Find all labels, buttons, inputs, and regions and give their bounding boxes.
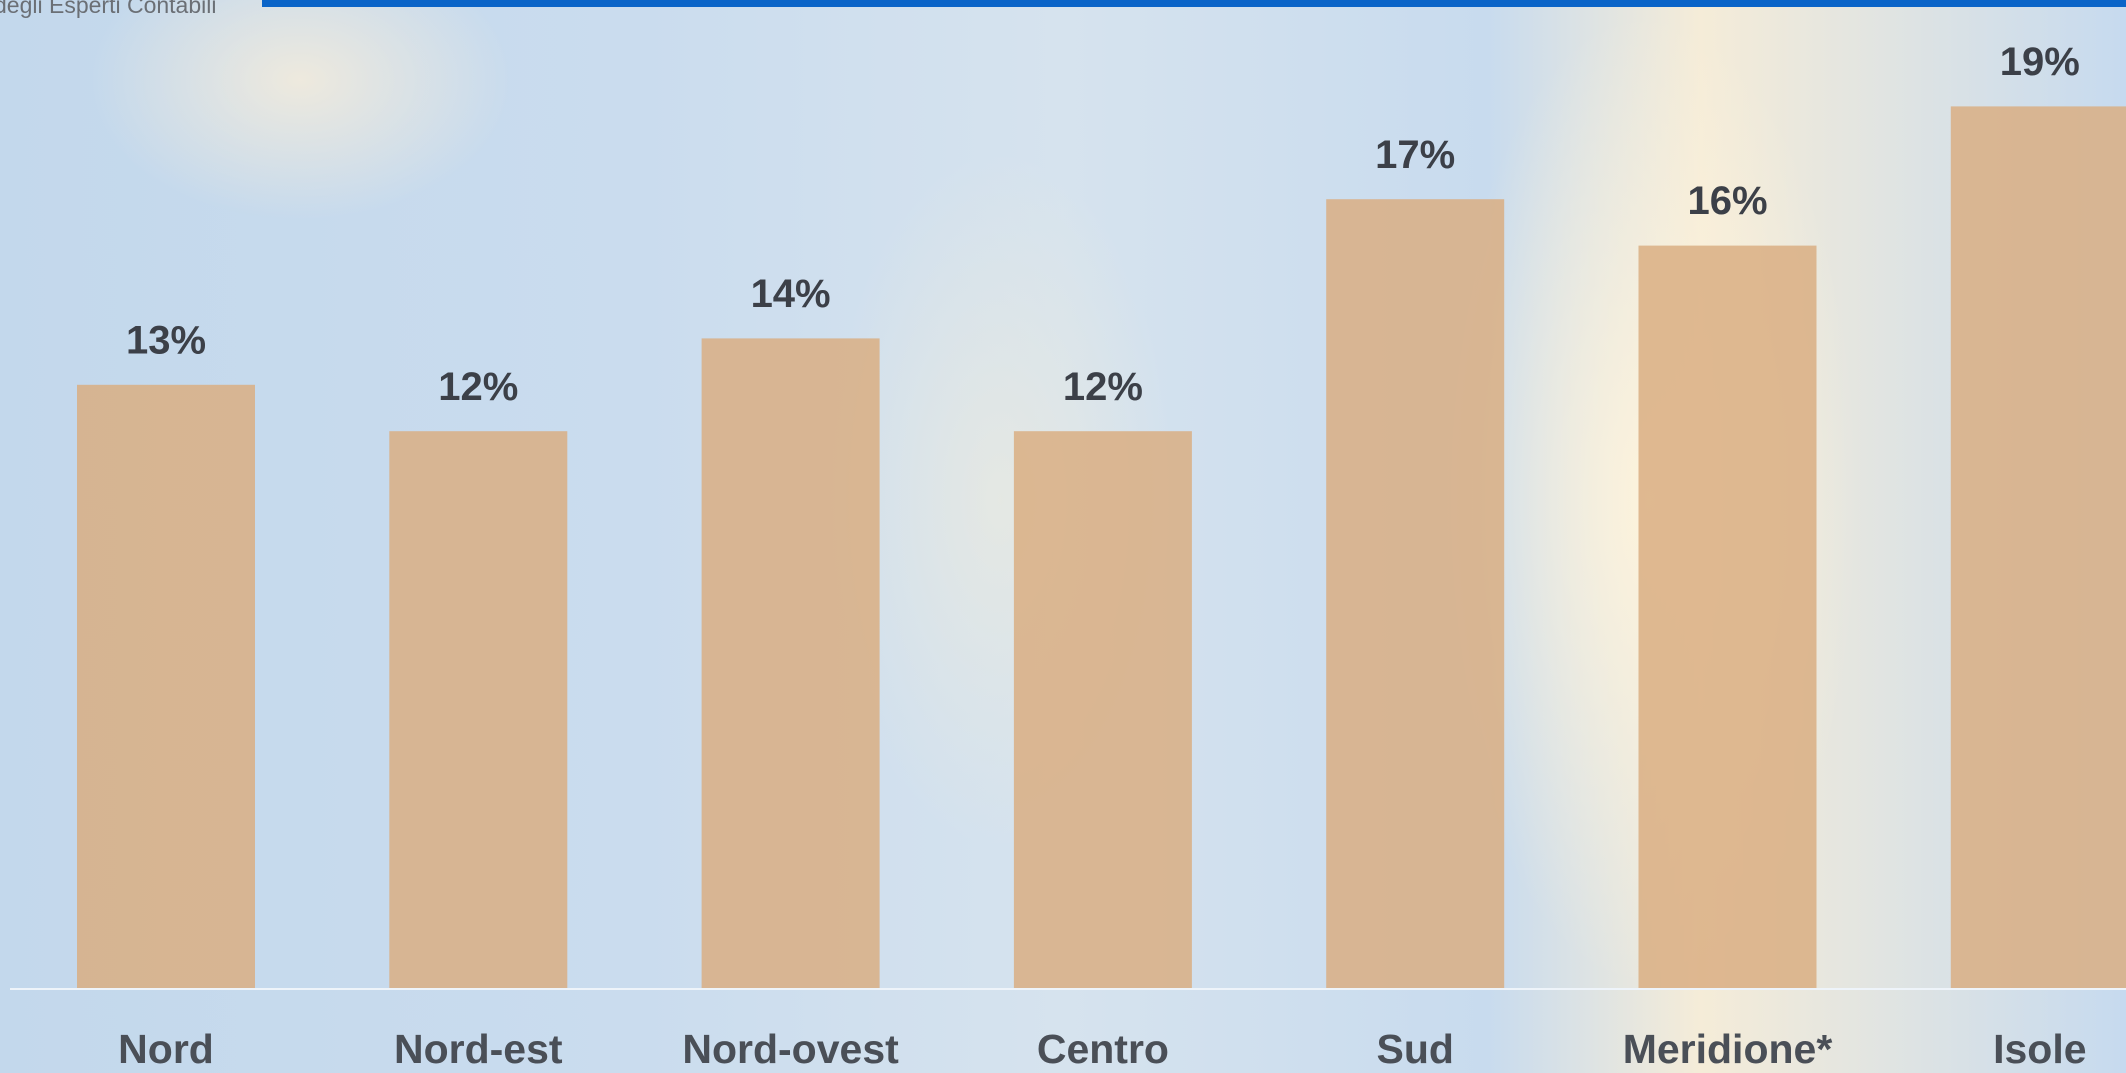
bar [1014,431,1192,988]
value-label: 16% [1687,179,1767,223]
x-tick-label: Nord-est [394,1026,563,1072]
value-label: 17% [1375,133,1455,177]
x-tick-label: Isole [1993,1026,2086,1072]
bar [389,431,567,988]
x-tick-label: Nord [118,1026,214,1072]
top-bar [262,0,2126,7]
value-label: 14% [751,272,831,316]
bar [77,385,255,988]
bar [702,338,880,988]
value-label: 12% [438,365,518,409]
x-tick-label: Centro [1037,1026,1169,1072]
x-tick-label: Nord-ovest [682,1026,899,1072]
x-tick-label: Meridione* [1623,1026,1833,1072]
value-label: 13% [126,318,206,362]
value-label: 19% [2000,40,2080,84]
bar [1326,199,1504,988]
x-tick-label: Sud [1376,1026,1453,1072]
bar [1951,106,2126,988]
value-label: 12% [1063,365,1143,409]
header-text: degli Esperti Contabili [0,0,216,18]
chart: degli Esperti Contabili 13% Nord 12% Nord-e… [0,0,2126,1073]
bar [1639,246,1817,988]
page: degli Esperti Contabili 13% Nord 12% Nord-e… [0,0,2126,1073]
